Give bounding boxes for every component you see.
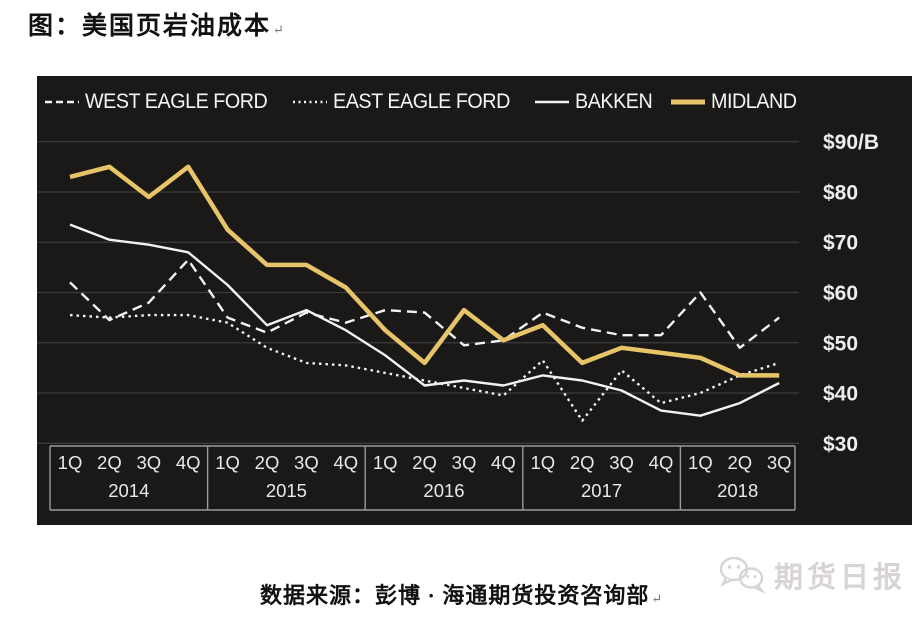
quarter-label: 3Q	[767, 452, 792, 473]
data-source-text: 数据来源：彭博 · 海通期货投资咨询部	[260, 583, 650, 608]
quarter-label: 4Q	[176, 452, 201, 473]
bakken-line-swatch-icon	[535, 100, 570, 104]
quarter-label: 2Q	[255, 452, 280, 473]
year-label: 2017	[581, 480, 622, 501]
year-label: 2014	[108, 480, 149, 501]
page-title: 图：美国页岩油成本 ↵	[28, 6, 286, 42]
y-tick-label: $80	[823, 181, 858, 204]
quarter-label: 1Q	[215, 452, 240, 473]
page-title-text: 图：美国页岩油成本	[28, 13, 272, 40]
paragraph-return-mark: ↵	[651, 591, 664, 606]
data-source-caption: 数据来源：彭博 · 海通期货投资咨询部 ↵	[260, 578, 663, 610]
east-eagle-ford-line-swatch-icon	[292, 100, 327, 104]
y-tick-label: $60	[823, 282, 858, 305]
quarter-label: 2Q	[570, 452, 595, 473]
series-line-west-eagle-ford	[69, 258, 780, 349]
year-label: 2018	[717, 480, 758, 501]
y-tick-label: $50	[823, 332, 858, 355]
quarter-label: 3Q	[136, 452, 161, 473]
y-tick-label: $40	[823, 383, 858, 406]
y-tick-label: $70	[823, 232, 858, 255]
watermark: 期货日报	[718, 554, 906, 596]
paragraph-return-mark: ↵	[273, 22, 286, 37]
quarter-label: 4Q	[649, 452, 674, 473]
quarter-label: 1Q	[373, 452, 398, 473]
legend-label-bakken: BAKKEN	[575, 90, 653, 113]
wechat-logo-icon	[719, 556, 766, 595]
quarter-label: 1Q	[530, 452, 555, 473]
chart-canvas: $90/B $80 $70 $60 $50 $40 $30 1Q 2Q 3Q 4Q 2014 1Q 2Q 3…	[37, 131, 879, 511]
year-label: 2015	[266, 480, 307, 501]
quarter-label: 3Q	[294, 452, 319, 473]
legend-label-west-eagle-ford: WEST EAGLE FORD	[85, 90, 268, 113]
quarter-label: 3Q	[609, 452, 634, 473]
legend-label-east-eagle-ford: EAST EAGLE FORD	[332, 90, 510, 113]
quarter-label: 2Q	[412, 452, 437, 473]
legend-item-midland: MIDLAND	[671, 90, 802, 114]
y-tick-label: $90/B	[823, 131, 879, 154]
west-eagle-ford-line-swatch-icon	[45, 100, 79, 104]
quarter-label: 4Q	[491, 452, 516, 473]
legend-item-east-eagle-ford: EAST EAGLE FORD	[292, 90, 521, 114]
watermark-text: 期货日报	[773, 562, 906, 594]
year-label: 2016	[423, 480, 464, 501]
quarter-label: 3Q	[452, 452, 477, 473]
legend-label-midland: MIDLAND	[711, 90, 797, 113]
quarter-label: 1Q	[58, 452, 83, 473]
y-tick-label: $30	[823, 433, 858, 456]
quarter-label: 1Q	[688, 452, 713, 473]
series-line-east-eagle-ford	[69, 313, 780, 422]
legend-item-bakken: BAKKEN	[535, 90, 657, 114]
chart-panel: $90/B $80 $70 $60 $50 $40 $30 1Q 2Q 3Q 4Q 2014 1Q 2Q 3…	[37, 76, 912, 525]
series-line-midland	[69, 164, 780, 378]
series-line-bakken	[69, 223, 780, 417]
quarter-label: 2Q	[97, 452, 122, 473]
quarter-label: 2Q	[727, 452, 752, 473]
chart-legend: WEST EAGLE FORD EAST EAGLE FORD BAKKEN MIDL…	[45, 88, 802, 116]
quarter-label: 4Q	[333, 452, 358, 473]
midland-line-swatch-icon	[671, 99, 706, 105]
legend-item-west-eagle-ford: WEST EAGLE FORD	[45, 90, 279, 114]
